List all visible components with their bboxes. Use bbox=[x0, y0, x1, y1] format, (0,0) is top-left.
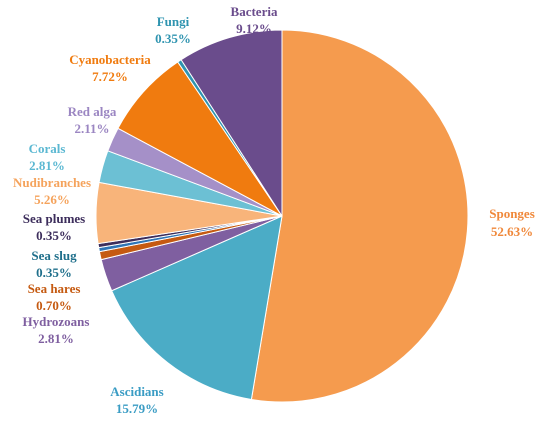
slice-label-sea-slug: Sea slug bbox=[31, 248, 77, 263]
slice-labels: Sponges 52.63% Ascidians 15.79% Hydrozoans 2.… bbox=[13, 4, 535, 416]
slice-value-corals: 2.81% bbox=[29, 158, 65, 173]
pie-slice-sponges bbox=[250, 29, 469, 403]
slice-value-ascidians: 15.79% bbox=[116, 401, 158, 416]
slice-value-sea-hares: 0.70% bbox=[36, 298, 72, 313]
slice-value-cyanobacteria: 7.72% bbox=[92, 69, 128, 84]
slice-label-sea-plumes: Sea plumes bbox=[23, 211, 85, 226]
slice-label-ascidians: Ascidians bbox=[110, 384, 163, 399]
slice-label-cyanobacteria: Cyanobacteria bbox=[69, 52, 151, 67]
slice-label-fungi: Fungi bbox=[157, 14, 190, 29]
slice-value-hydrozoans: 2.81% bbox=[38, 331, 74, 346]
slice-label-hydrozoans: Hydrozoans bbox=[23, 314, 90, 329]
slice-label-red-alga: Red alga bbox=[68, 104, 117, 119]
slice-label-bacteria: Bacteria bbox=[231, 4, 278, 19]
slice-label-sea-hares: Sea hares bbox=[28, 281, 81, 296]
slice-value-fungi: 0.35% bbox=[155, 31, 191, 46]
slice-label-nudibranches: Nudibranches bbox=[13, 175, 91, 190]
slice-value-sea-slug: 0.35% bbox=[36, 265, 72, 280]
slice-value-red-alga: 2.11% bbox=[74, 121, 109, 136]
slice-label-corals: Corals bbox=[29, 141, 66, 156]
slice-value-sea-plumes: 0.35% bbox=[36, 228, 72, 243]
slice-value-bacteria: 9.12% bbox=[236, 21, 272, 36]
slice-value-sponges: 52.63% bbox=[491, 224, 533, 239]
pie-slices bbox=[95, 29, 469, 403]
slice-value-nudibranches: 5.26% bbox=[34, 192, 70, 207]
pie-slice-ascidians bbox=[111, 215, 283, 401]
slice-label-sponges: Sponges bbox=[489, 206, 535, 221]
pie-slice-bacteria bbox=[180, 29, 283, 218]
